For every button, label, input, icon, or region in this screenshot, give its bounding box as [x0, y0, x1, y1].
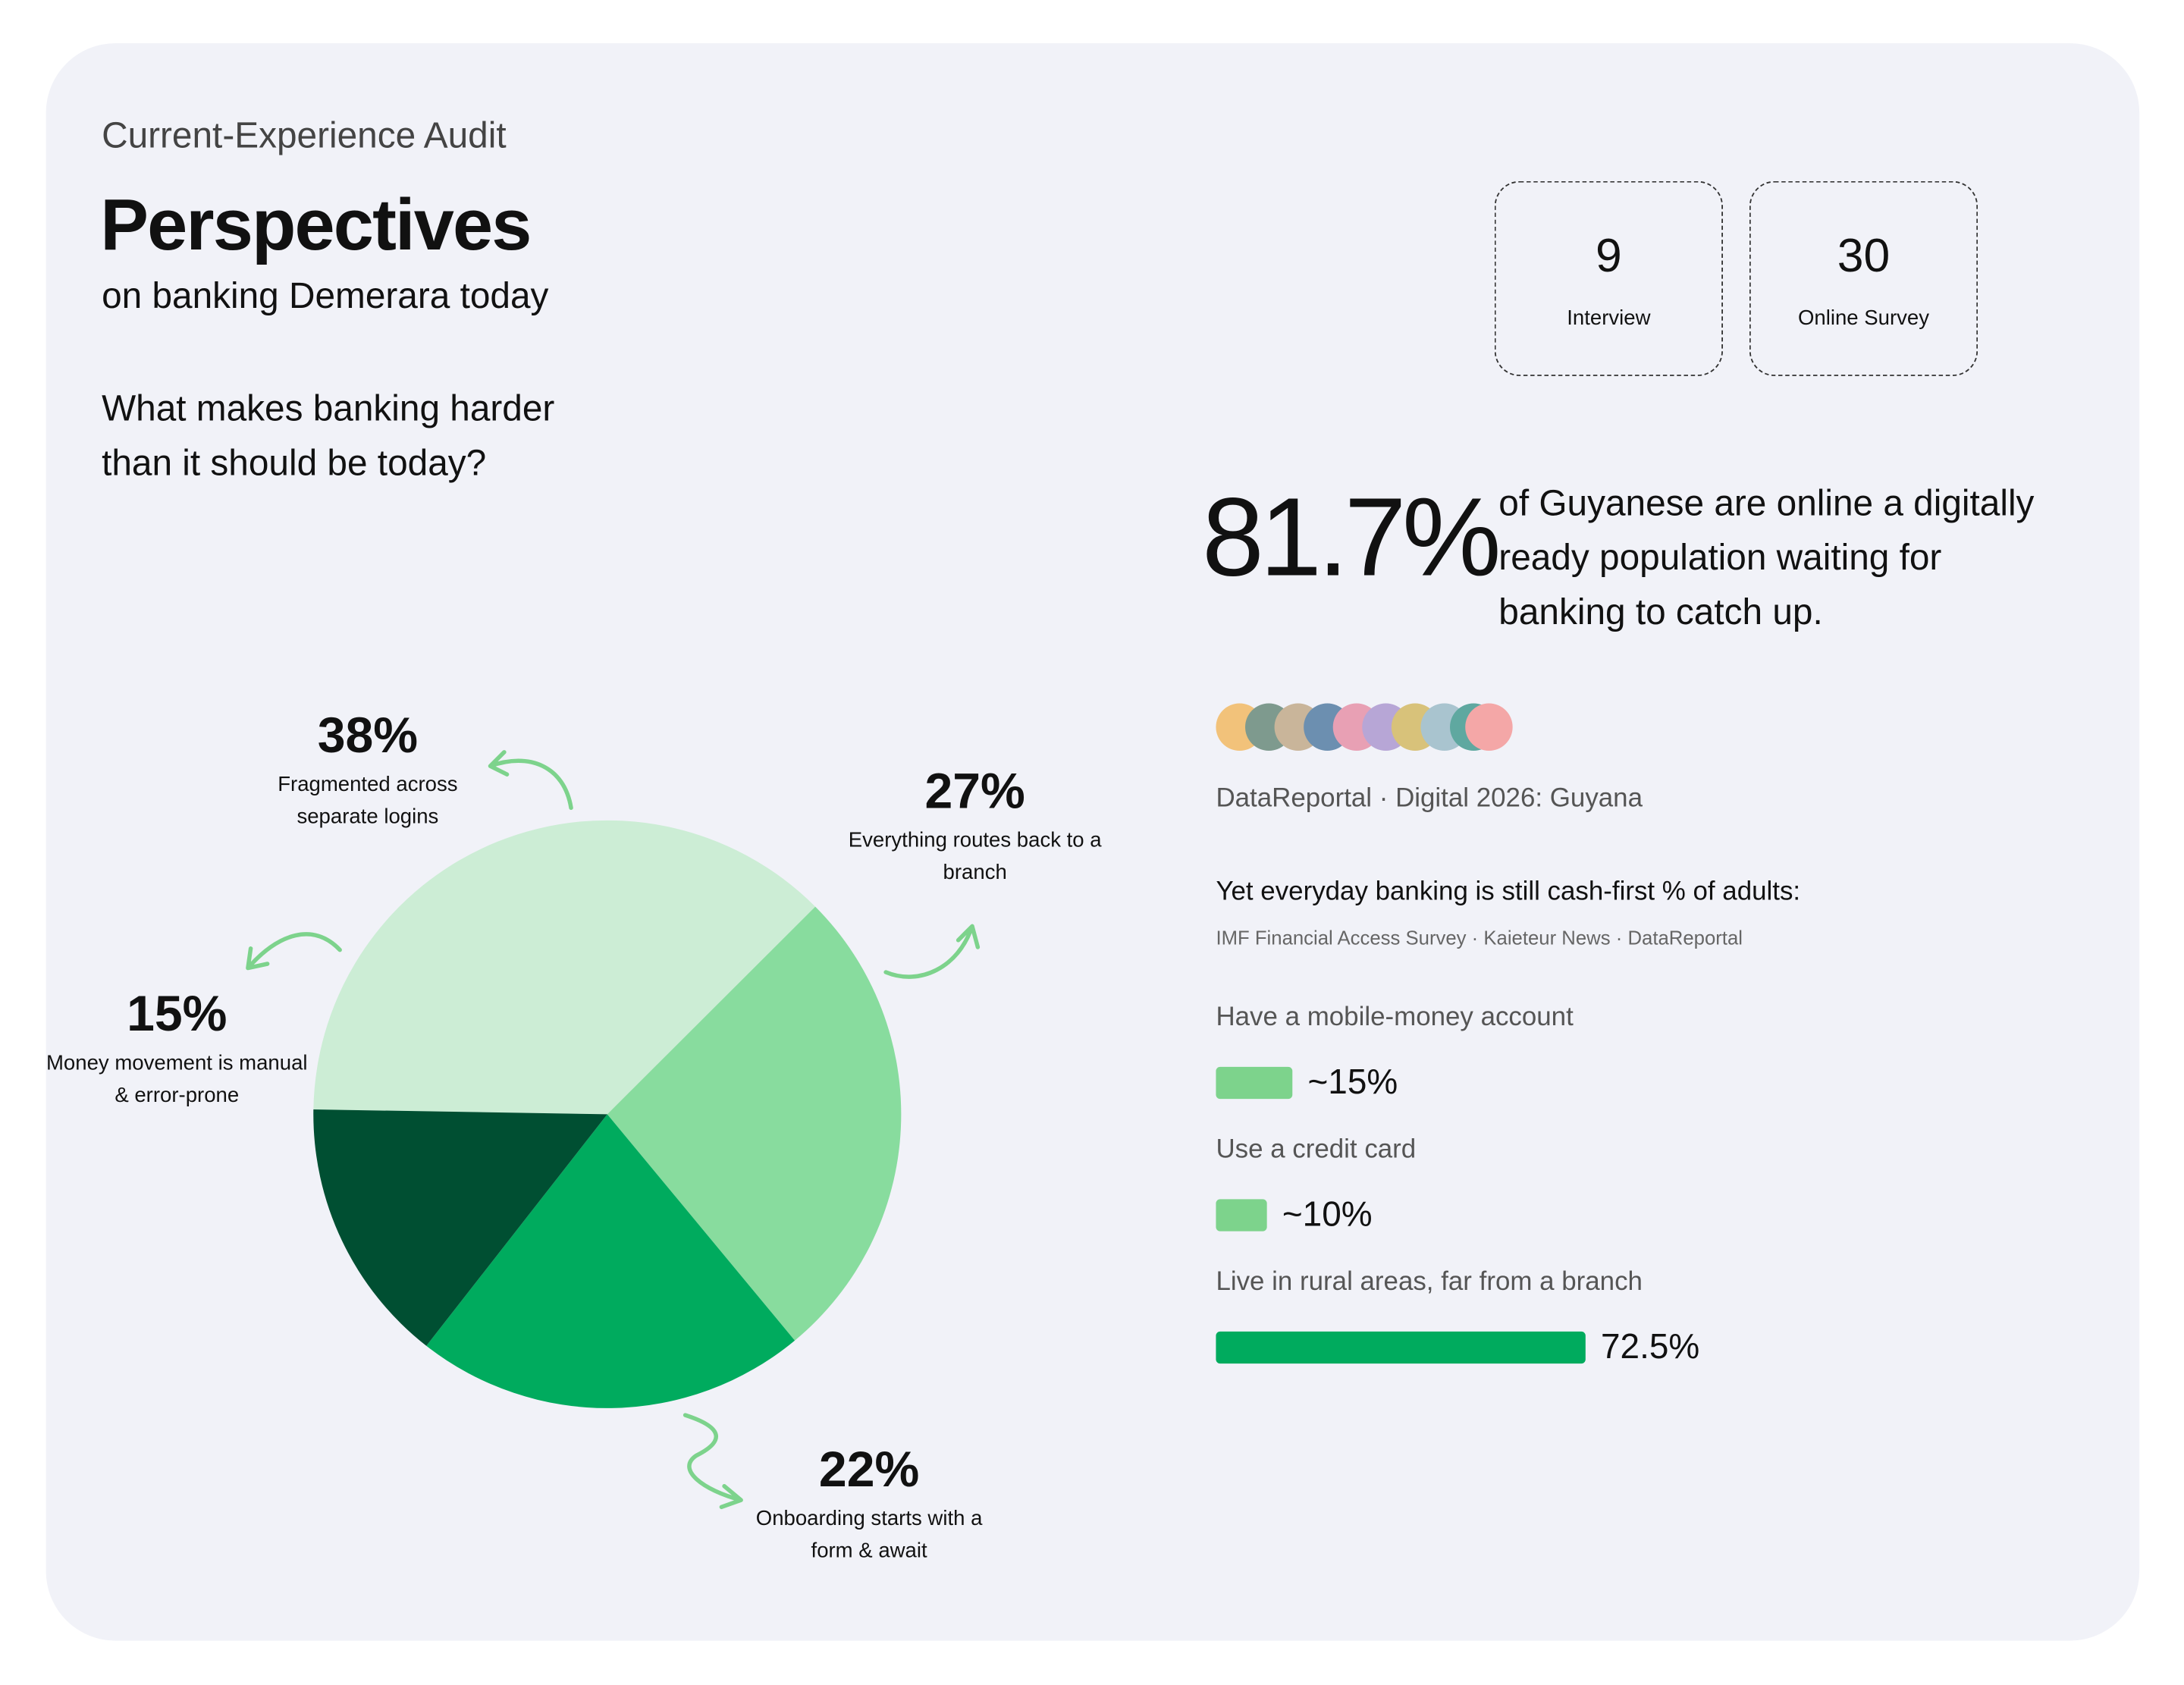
- pie-slice: [426, 1114, 795, 1408]
- stat-value: 30: [1837, 230, 1891, 283]
- pie-value-label: 38%: [317, 706, 419, 764]
- pie-category: Fragmented across separate logins: [278, 773, 458, 829]
- pie-label: 22% Onboarding starts with a form & awai…: [737, 1440, 1002, 1567]
- avatar: [1465, 703, 1513, 751]
- highlight-figure: 81.7%: [1202, 475, 1502, 599]
- subtitle: on banking Demerara today: [102, 274, 549, 316]
- avatars: [1216, 703, 1513, 751]
- arrows: [246, 750, 981, 1510]
- bar-category: Live in rural areas, far from a branch: [1216, 1267, 1643, 1297]
- pie-slice: [607, 906, 902, 1341]
- pie-slice: [313, 820, 816, 1115]
- highlight-text: ready population waiting for: [1498, 536, 1942, 579]
- pie-value-label: 22%: [818, 1440, 920, 1498]
- pie-label: 38% Fragmented across separate logins: [235, 706, 500, 833]
- arrow: [488, 750, 573, 811]
- title: Perspectives: [100, 185, 532, 266]
- pie-label: 15% Money movement is manual & error-pro…: [45, 984, 309, 1111]
- source: DataReportal · Digital 2026: Guyana: [1216, 784, 1643, 814]
- stat-value: 9: [1595, 230, 1622, 283]
- card: [46, 42, 2140, 1641]
- pie-value-label: 27%: [924, 761, 1025, 819]
- pie-category: Onboarding starts with a form & await: [755, 1507, 983, 1563]
- bar-value-label: ~10%: [1282, 1194, 1373, 1235]
- arrow: [883, 924, 981, 979]
- bar: [1216, 1066, 1293, 1100]
- arrow: [246, 932, 342, 971]
- highlight-text: of Guyanese are online a digitally: [1498, 482, 2035, 524]
- stat-label: Interview: [1567, 306, 1651, 331]
- arrow: [682, 1413, 743, 1510]
- bar-value-label: ~15%: [1307, 1062, 1398, 1102]
- pie: [313, 820, 902, 1408]
- bar-title: Yet everyday banking is still cash-first…: [1216, 877, 1801, 907]
- bar-value-label: 72.5%: [1600, 1327, 1700, 1367]
- pie-category: Everything routes back to a branch: [848, 828, 1102, 885]
- pie-value-label: 15%: [127, 984, 228, 1042]
- bar-category: Use a credit card: [1216, 1134, 1417, 1165]
- highlight-text: banking to catch up.: [1498, 590, 1823, 632]
- pie-label: 27% Everything routes back to a branch: [843, 761, 1107, 889]
- eyebrow: Current-Experience Audit: [102, 114, 507, 156]
- stat-box: 30 Online Survey: [1749, 180, 1978, 376]
- pie-category: Money movement is manual & error-prone: [46, 1051, 308, 1108]
- bar-subtitle: IMF Financial Access Survey · Kaieteur N…: [1216, 926, 1743, 949]
- question-line: What makes banking harder: [102, 387, 555, 429]
- bars: [1216, 1066, 1586, 1364]
- pie-slice: [313, 1109, 607, 1346]
- stat-label: Online Survey: [1797, 306, 1930, 331]
- bar: [1216, 1331, 1586, 1364]
- stat-box: 9 Interview: [1494, 180, 1723, 376]
- question-line: than it should be today?: [102, 441, 487, 484]
- bar: [1216, 1199, 1267, 1232]
- bar-category: Have a mobile-money account: [1216, 1003, 1574, 1032]
